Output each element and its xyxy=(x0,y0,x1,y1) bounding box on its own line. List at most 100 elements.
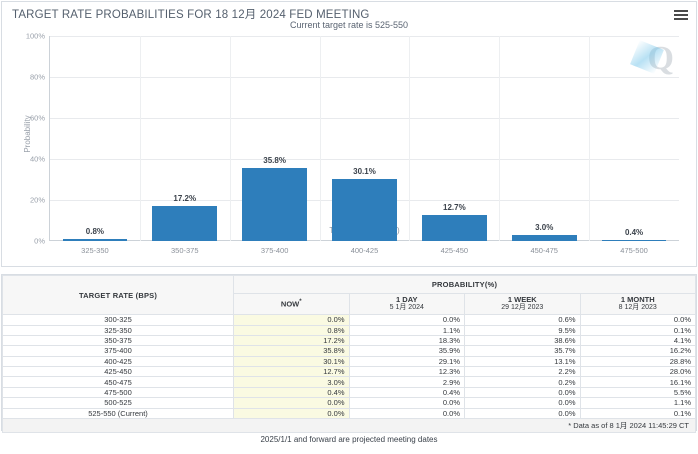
bar[interactable] xyxy=(601,239,667,241)
x-gridline xyxy=(229,36,231,241)
bar[interactable] xyxy=(422,214,487,241)
hamburger-bar xyxy=(674,10,688,12)
page-title: TARGET RATE PROBABILITIES FOR 18 12月 202… xyxy=(12,9,370,21)
cell-1day: 0.0% xyxy=(348,314,465,326)
bar[interactable] xyxy=(511,234,577,241)
cell-target-rate: 525-550 (Current) xyxy=(2,407,234,420)
cell-now: 17.2% xyxy=(233,334,350,347)
x-gridline xyxy=(409,36,411,241)
col-header-line2: 5 1月 2024 xyxy=(389,304,424,312)
x-gridline xyxy=(319,36,321,241)
cell-1month: 0.1% xyxy=(579,407,696,420)
x-axis-tick: 425-450 xyxy=(440,246,469,255)
table-row[interactable]: 350-375 17.2% 18.3% 38.6% 4.1% xyxy=(2,334,696,347)
cell-now: 30.1% xyxy=(233,355,350,368)
y-axis-tick: 60% xyxy=(29,113,45,123)
cell-now: 0.0% xyxy=(233,397,350,409)
cell-1day: 2.9% xyxy=(348,376,465,388)
x-axis-tick: 325-350 xyxy=(81,246,109,255)
cell-target-rate: 425-450 xyxy=(2,366,234,378)
bar[interactable] xyxy=(62,239,128,241)
table-row[interactable]: 325-350 0.8% 1.1% 9.5% 0.1% xyxy=(2,324,696,336)
cell-1day: 0.0% xyxy=(348,397,465,409)
cell-1month: 4.1% xyxy=(579,334,696,347)
cell-1month: 16.1% xyxy=(579,376,696,388)
cell-1month: 5.5% xyxy=(579,386,696,399)
bar-value-label: 17.2% xyxy=(173,193,197,203)
table-row[interactable]: 375-400 35.8% 35.9% 35.7% 16.2% xyxy=(2,345,696,357)
table-row[interactable]: 300-325 0.0% 0.0% 0.6% 0.0% xyxy=(2,314,696,326)
cell-1month: 1.1% xyxy=(579,397,696,409)
cell-1month: 16.2% xyxy=(579,345,696,357)
bar-value-label: 0.8% xyxy=(85,227,105,237)
footnote-marker: * xyxy=(299,299,302,306)
cell-target-rate: 325-350 xyxy=(2,324,234,336)
y-gridline xyxy=(50,118,679,119)
col-header-line1: 1 MONTH xyxy=(620,295,655,304)
cell-1day: 0.4% xyxy=(348,386,465,399)
table-header-row-1: TARGET RATE (BPS) PROBABILITY(%) xyxy=(2,274,696,316)
bar-group: 35.8% 375-400 xyxy=(230,36,320,255)
table-row[interactable]: 400-425 30.1% 29.1% 13.1% 28.8% xyxy=(2,355,696,368)
cell-1day: 18.3% xyxy=(348,334,465,347)
cell-1week: 2.2% xyxy=(464,366,581,378)
x-axis-tick: 375-400 xyxy=(260,246,289,255)
cell-1month: 28.8% xyxy=(579,355,696,368)
bar-group: 0.4% 475-500 xyxy=(589,36,679,255)
col-header-line1: NOW xyxy=(280,299,300,309)
cell-target-rate: 300-325 xyxy=(2,314,234,326)
hamburger-icon[interactable] xyxy=(674,10,688,21)
table-row[interactable]: 475-500 0.4% 0.4% 0.0% 5.5% xyxy=(2,386,696,399)
bar-group: 3.0% 450-475 xyxy=(499,36,589,255)
cell-1month: 0.1% xyxy=(579,324,696,336)
cell-1day: 29.1% xyxy=(348,355,465,368)
cell-1week: 13.1% xyxy=(464,355,581,368)
col-header-now[interactable]: NOW* xyxy=(233,292,350,316)
table-row[interactable]: 450-475 3.0% 2.9% 0.2% 16.1% xyxy=(2,376,696,388)
probability-group-header: PROBABILITY(%) xyxy=(233,275,696,294)
x-gridline xyxy=(589,36,591,241)
table-head: TARGET RATE (BPS) PROBABILITY(%) NOW* 1 D… xyxy=(2,274,696,316)
table-row[interactable]: 525-550 (Current) 0.0% 0.0% 0.0% 0.1% xyxy=(2,407,696,420)
x-axis-tick: 450-475 xyxy=(530,246,558,255)
cell-1month: 28.0% xyxy=(579,366,696,378)
bar-value-label: 3.0% xyxy=(535,222,554,232)
probability-table-panel: TARGET RATE (BPS) PROBABILITY(%) NOW* 1 D… xyxy=(1,274,697,434)
col-header-1month[interactable]: 1 MONTH 8 12月 2023 xyxy=(579,292,696,316)
projection-note: 2025/1/1 and forward are projected meeti… xyxy=(260,435,438,444)
cell-now: 0.0% xyxy=(233,314,350,326)
bar-group: 17.2% 350-375 xyxy=(140,36,230,255)
table-foot: * Data as of 8 1月 2024 11:45:29 CT xyxy=(2,418,696,434)
y-axis-tick: 80% xyxy=(29,72,45,82)
cell-1day: 1.1% xyxy=(348,324,465,336)
cell-1day: 12.3% xyxy=(348,366,465,378)
bar-group: 0.8% 325-350 xyxy=(50,36,140,255)
x-gridline xyxy=(139,36,141,241)
col-header-1day[interactable]: 1 DAY 5 1月 2024 xyxy=(348,292,465,316)
bar[interactable] xyxy=(242,167,307,241)
cell-now: 0.8% xyxy=(233,324,350,336)
bar[interactable] xyxy=(152,205,218,241)
x-axis-tick: 400-425 xyxy=(350,246,379,255)
bar[interactable] xyxy=(332,179,397,241)
cell-target-rate: 475-500 xyxy=(2,386,234,399)
cell-1month: 0.0% xyxy=(579,314,696,326)
col-header-line2: 29 12月 2023 xyxy=(501,304,544,312)
col-header-1week[interactable]: 1 WEEK 29 12月 2023 xyxy=(464,292,581,316)
table-row[interactable]: 425-450 12.7% 12.3% 2.2% 28.0% xyxy=(2,366,696,378)
chart-panel: TARGET RATE PROBABILITIES FOR 18 12月 202… xyxy=(1,1,697,267)
target-rate-header: TARGET RATE (BPS) xyxy=(2,274,234,316)
cell-1week: 0.0% xyxy=(464,407,581,420)
plot-area: Target Rate (in bps) 0%20%40%60%80%100%0… xyxy=(26,32,679,255)
bar-value-label: 12.7% xyxy=(443,202,466,212)
y-gridline xyxy=(50,159,679,160)
cell-target-rate: 375-400 xyxy=(2,345,234,357)
probability-table: TARGET RATE (BPS) PROBABILITY(%) NOW* 1 D… xyxy=(2,274,696,434)
x-axis-tick: 475-500 xyxy=(620,246,648,255)
cell-1week: 0.0% xyxy=(464,397,581,409)
table-row[interactable]: 500-525 0.0% 0.0% 0.0% 1.1% xyxy=(2,397,696,409)
hamburger-bar xyxy=(674,14,688,16)
table-footnote-row: * Data as of 8 1月 2024 11:45:29 CT xyxy=(2,418,696,434)
table-footnote: * Data as of 8 1月 2024 11:45:29 CT xyxy=(2,418,696,434)
